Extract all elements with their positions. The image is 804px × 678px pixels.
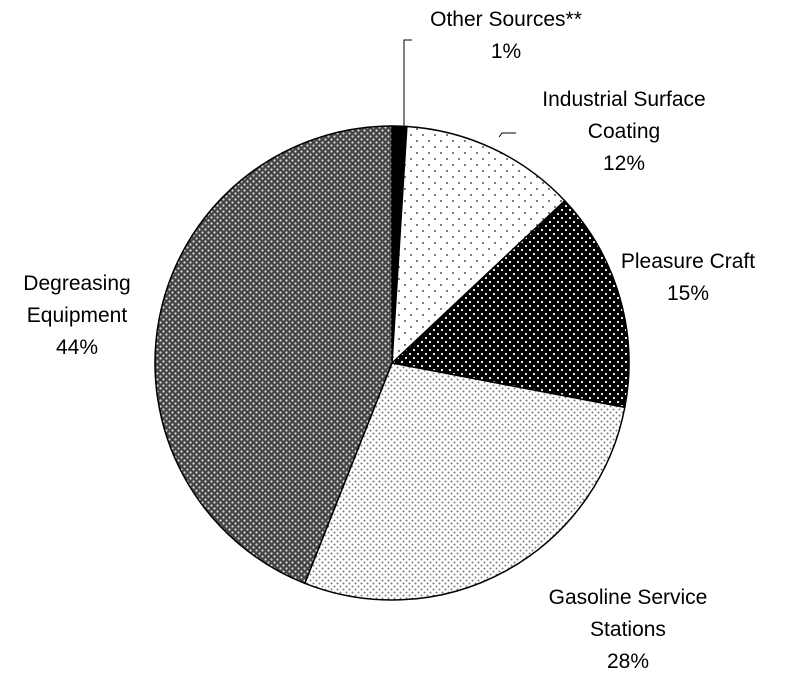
category-label: Industrial Surface Coating xyxy=(542,88,706,143)
leader-line xyxy=(403,39,412,132)
value-label: 28% xyxy=(606,650,650,673)
category-label: Pleasure Craft xyxy=(620,250,756,273)
category-label: Other Sources** xyxy=(430,8,582,31)
value-label: 44% xyxy=(55,336,99,359)
category-label: Gasoline Service Stations xyxy=(548,586,708,641)
pie-slice xyxy=(303,362,626,601)
pie-slice xyxy=(390,199,630,409)
pie-slice xyxy=(154,125,393,585)
value-label: 15% xyxy=(666,282,710,305)
slices xyxy=(154,125,630,601)
slice-label: Gasoline Service Stations 28% xyxy=(521,582,736,678)
slice-label: Pleasure Craft 15% xyxy=(593,246,783,310)
value-label: 1% xyxy=(490,40,522,63)
pie-slice xyxy=(391,125,566,365)
slice-label: Industrial Surface Coating 12% xyxy=(519,84,729,180)
slice-label: Other Sources** 1% xyxy=(396,4,616,68)
leader-line xyxy=(498,132,516,138)
category-label: Degreasing Equipment xyxy=(23,272,131,327)
slice-label: Degreasing Equipment 44% xyxy=(2,268,152,364)
value-label: 12% xyxy=(602,152,646,175)
